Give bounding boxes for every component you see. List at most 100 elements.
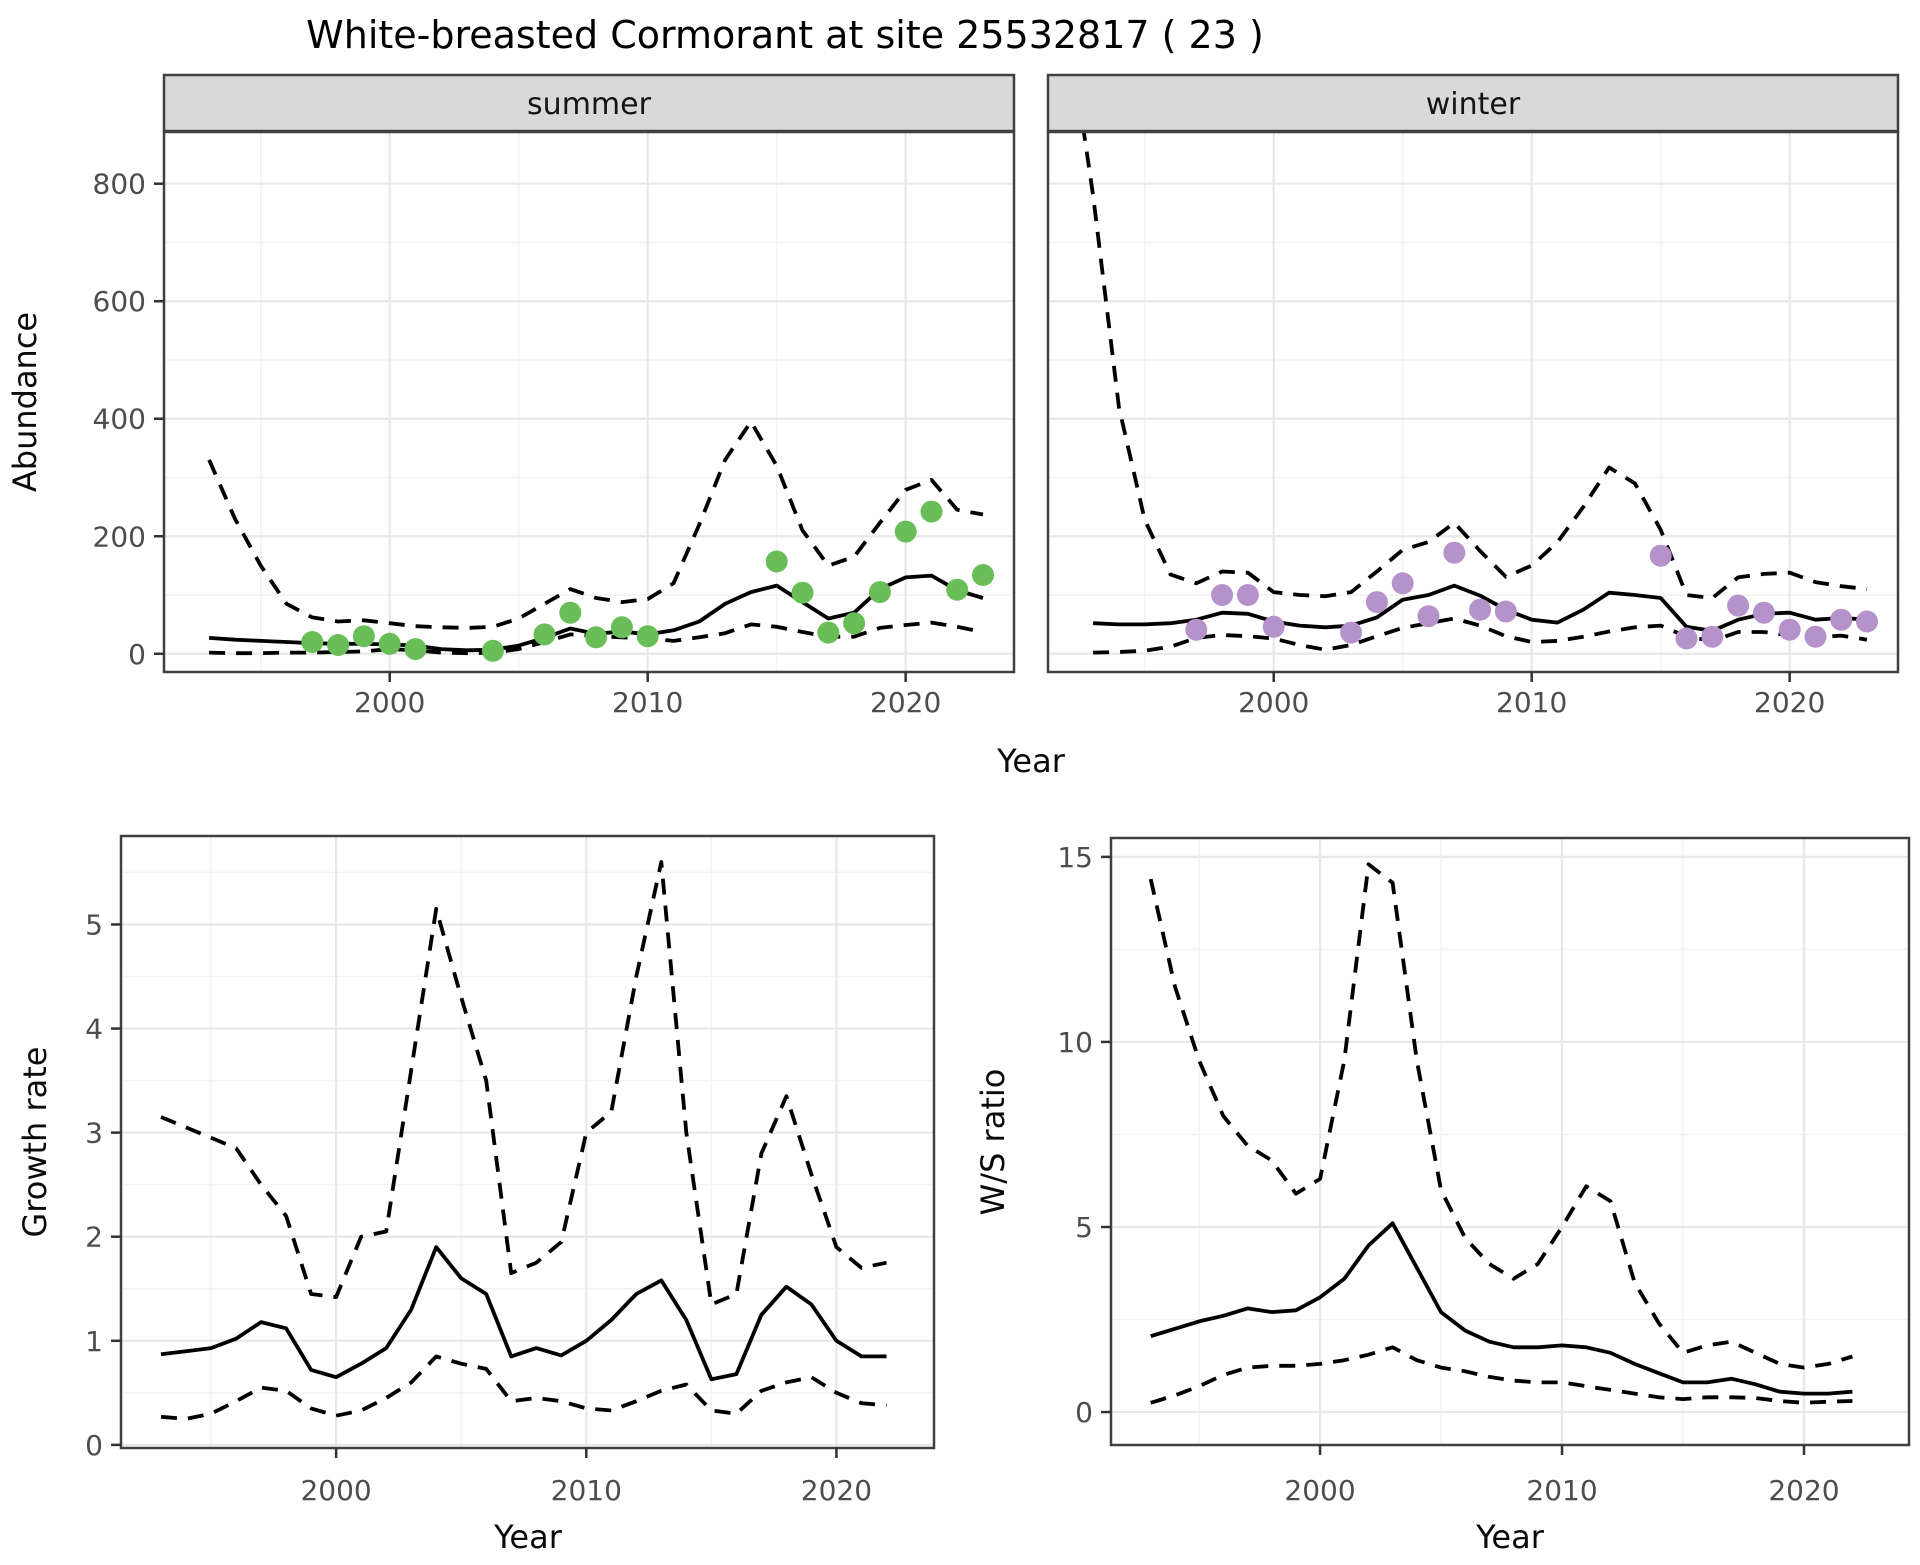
data-point	[1391, 572, 1414, 595]
x-axis-title-growth: Year	[493, 1518, 563, 1556]
data-point	[404, 638, 427, 661]
panel-border	[1046, 130, 1900, 674]
data-layer	[1148, 862, 1853, 1405]
data-point	[327, 634, 350, 656]
data-point	[1211, 584, 1234, 606]
panel-background	[1111, 838, 1909, 1445]
panel-ws_ratio: 2000 2010 2020 0 5 10 15	[1057, 836, 1911, 1507]
x-tick-label: 2020	[1768, 1474, 1839, 1507]
median-line	[1150, 1221, 1853, 1396]
y-axis-title-growth: Growth rate	[16, 1047, 54, 1238]
x-tick-label: 2010	[551, 1474, 622, 1507]
data-point	[1365, 591, 1388, 614]
data-point	[1752, 601, 1775, 624]
panel-background	[164, 132, 1014, 672]
y-tick-label: 0	[85, 1429, 103, 1462]
data-point	[1830, 608, 1853, 631]
data-point	[585, 626, 608, 649]
data-point	[1727, 594, 1750, 617]
facet-strip-winter-bg	[1046, 73, 1900, 133]
confidence-band-line	[1150, 1345, 1853, 1405]
data-point	[1856, 610, 1878, 633]
data-point	[972, 564, 994, 586]
data-point	[791, 581, 814, 604]
facet-strip-summer-label: summer	[527, 87, 652, 122]
y-axis-title-ws: W/S ratio	[974, 1069, 1012, 1216]
figure-title: White-breasted Cormorant at site 2553281…	[306, 13, 1264, 57]
data-point	[1649, 544, 1672, 567]
facet-strip-winter: winter	[1046, 73, 1900, 133]
median-line	[160, 1245, 887, 1382]
y-tick-label: 0	[1075, 1396, 1093, 1429]
data-point	[1262, 615, 1285, 638]
data-layer	[207, 419, 994, 662]
y-tick-label: 1	[85, 1325, 103, 1358]
median-line	[1093, 583, 1868, 633]
data-point	[1778, 618, 1801, 641]
data-point	[1469, 598, 1492, 621]
y-tick-label: 15	[1057, 841, 1093, 874]
panel-abundance_summer: 2000 2010 2020 0 200 400 600 800	[93, 130, 1016, 719]
confidence-band-line	[1148, 862, 1853, 1370]
data-point	[636, 625, 659, 648]
data-point	[301, 631, 324, 653]
confidence-band-line	[160, 860, 887, 1307]
y-tick-label: 2	[85, 1221, 103, 1254]
data-point	[765, 550, 788, 573]
data-point	[1443, 541, 1466, 564]
x-tick-label: 2000	[300, 1474, 371, 1507]
data-point	[610, 616, 633, 639]
data-point	[378, 632, 401, 655]
data-point	[843, 612, 866, 635]
data-point	[1675, 627, 1698, 650]
data-layer	[160, 860, 887, 1421]
confidence-band-line	[160, 1354, 887, 1421]
y-axis-title-abundance: Abundance	[6, 312, 44, 492]
data-point	[352, 625, 375, 648]
confidence-band-line	[1081, 132, 1868, 600]
facet-strip-winter-label: winter	[1426, 87, 1521, 122]
data-point	[1340, 621, 1363, 644]
x-tick-label: 2010	[612, 686, 683, 719]
y-tick-label: 0	[128, 638, 146, 671]
data-point	[946, 578, 969, 601]
data-point	[894, 520, 917, 543]
x-tick-label: 2020	[801, 1474, 872, 1507]
panel-abundance_winter: 2000 2010 2020	[1046, 130, 1900, 719]
data-layer	[1081, 132, 1878, 655]
data-point	[533, 623, 556, 646]
data-point	[1185, 618, 1208, 641]
y-tick-label: 600	[93, 285, 146, 318]
confidence-band-line	[207, 419, 984, 630]
panel-background	[1048, 132, 1898, 672]
x-tick-label: 2020	[1754, 686, 1825, 719]
facet-strip-summer-bg	[162, 73, 1016, 133]
data-point	[481, 639, 504, 662]
data-point	[920, 500, 943, 523]
data-point	[868, 581, 891, 604]
y-tick-label: 10	[1057, 1026, 1093, 1059]
facet-strip-summer: summer	[162, 73, 1016, 133]
data-point	[1417, 605, 1440, 628]
y-tick-label: 5	[85, 908, 103, 941]
x-axis-title-abundance: Year	[996, 742, 1066, 780]
x-tick-label: 2020	[870, 686, 941, 719]
panel-border	[119, 834, 936, 1450]
x-tick-label: 2010	[1526, 1474, 1597, 1507]
x-tick-label: 2000	[1238, 686, 1309, 719]
data-point	[1494, 600, 1517, 623]
x-axis-title-ws: Year	[1475, 1518, 1545, 1556]
y-tick-label: 3	[85, 1117, 103, 1150]
x-tick-label: 2000	[354, 686, 425, 719]
x-tick-label: 2010	[1496, 686, 1567, 719]
y-tick-label: 5	[1075, 1211, 1093, 1244]
panel-border	[1109, 836, 1911, 1447]
x-tick-label: 2000	[1284, 1474, 1355, 1507]
panel-background	[121, 836, 934, 1448]
panel-growth_rate: 2000 2010 2020 0 1 2 3 4 5	[85, 834, 936, 1507]
confidence-band-line	[1093, 616, 1868, 655]
panel-border	[162, 130, 1016, 674]
data-point	[1804, 625, 1827, 648]
